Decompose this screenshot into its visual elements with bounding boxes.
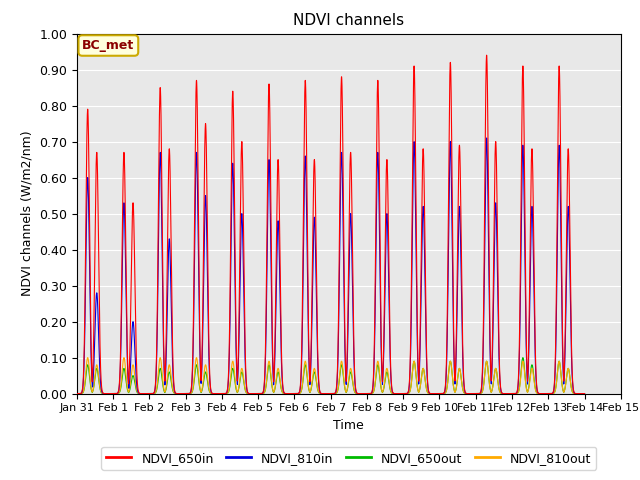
X-axis label: Time: Time [333,419,364,432]
Y-axis label: NDVI channels (W/m2/nm): NDVI channels (W/m2/nm) [20,131,33,297]
Title: NDVI channels: NDVI channels [293,13,404,28]
Legend: NDVI_650in, NDVI_810in, NDVI_650out, NDVI_810out: NDVI_650in, NDVI_810in, NDVI_650out, NDV… [101,447,596,469]
Text: BC_met: BC_met [82,39,134,52]
